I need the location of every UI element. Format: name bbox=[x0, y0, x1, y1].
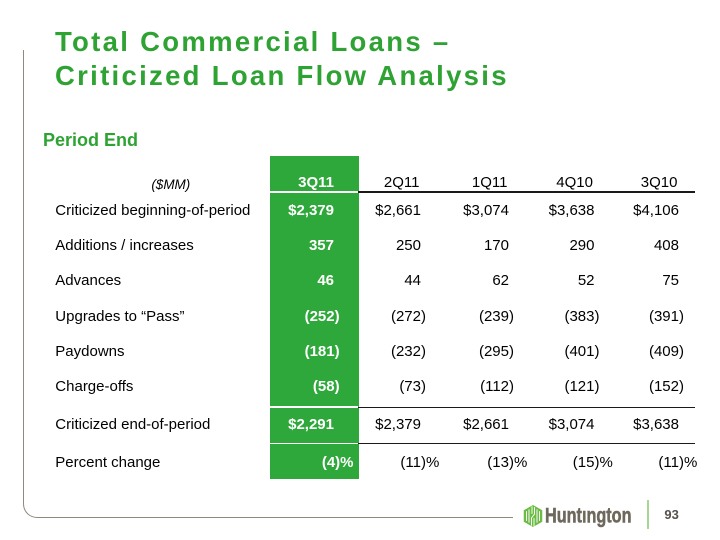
svg-text:Huntıngton: Huntıngton bbox=[545, 502, 632, 527]
